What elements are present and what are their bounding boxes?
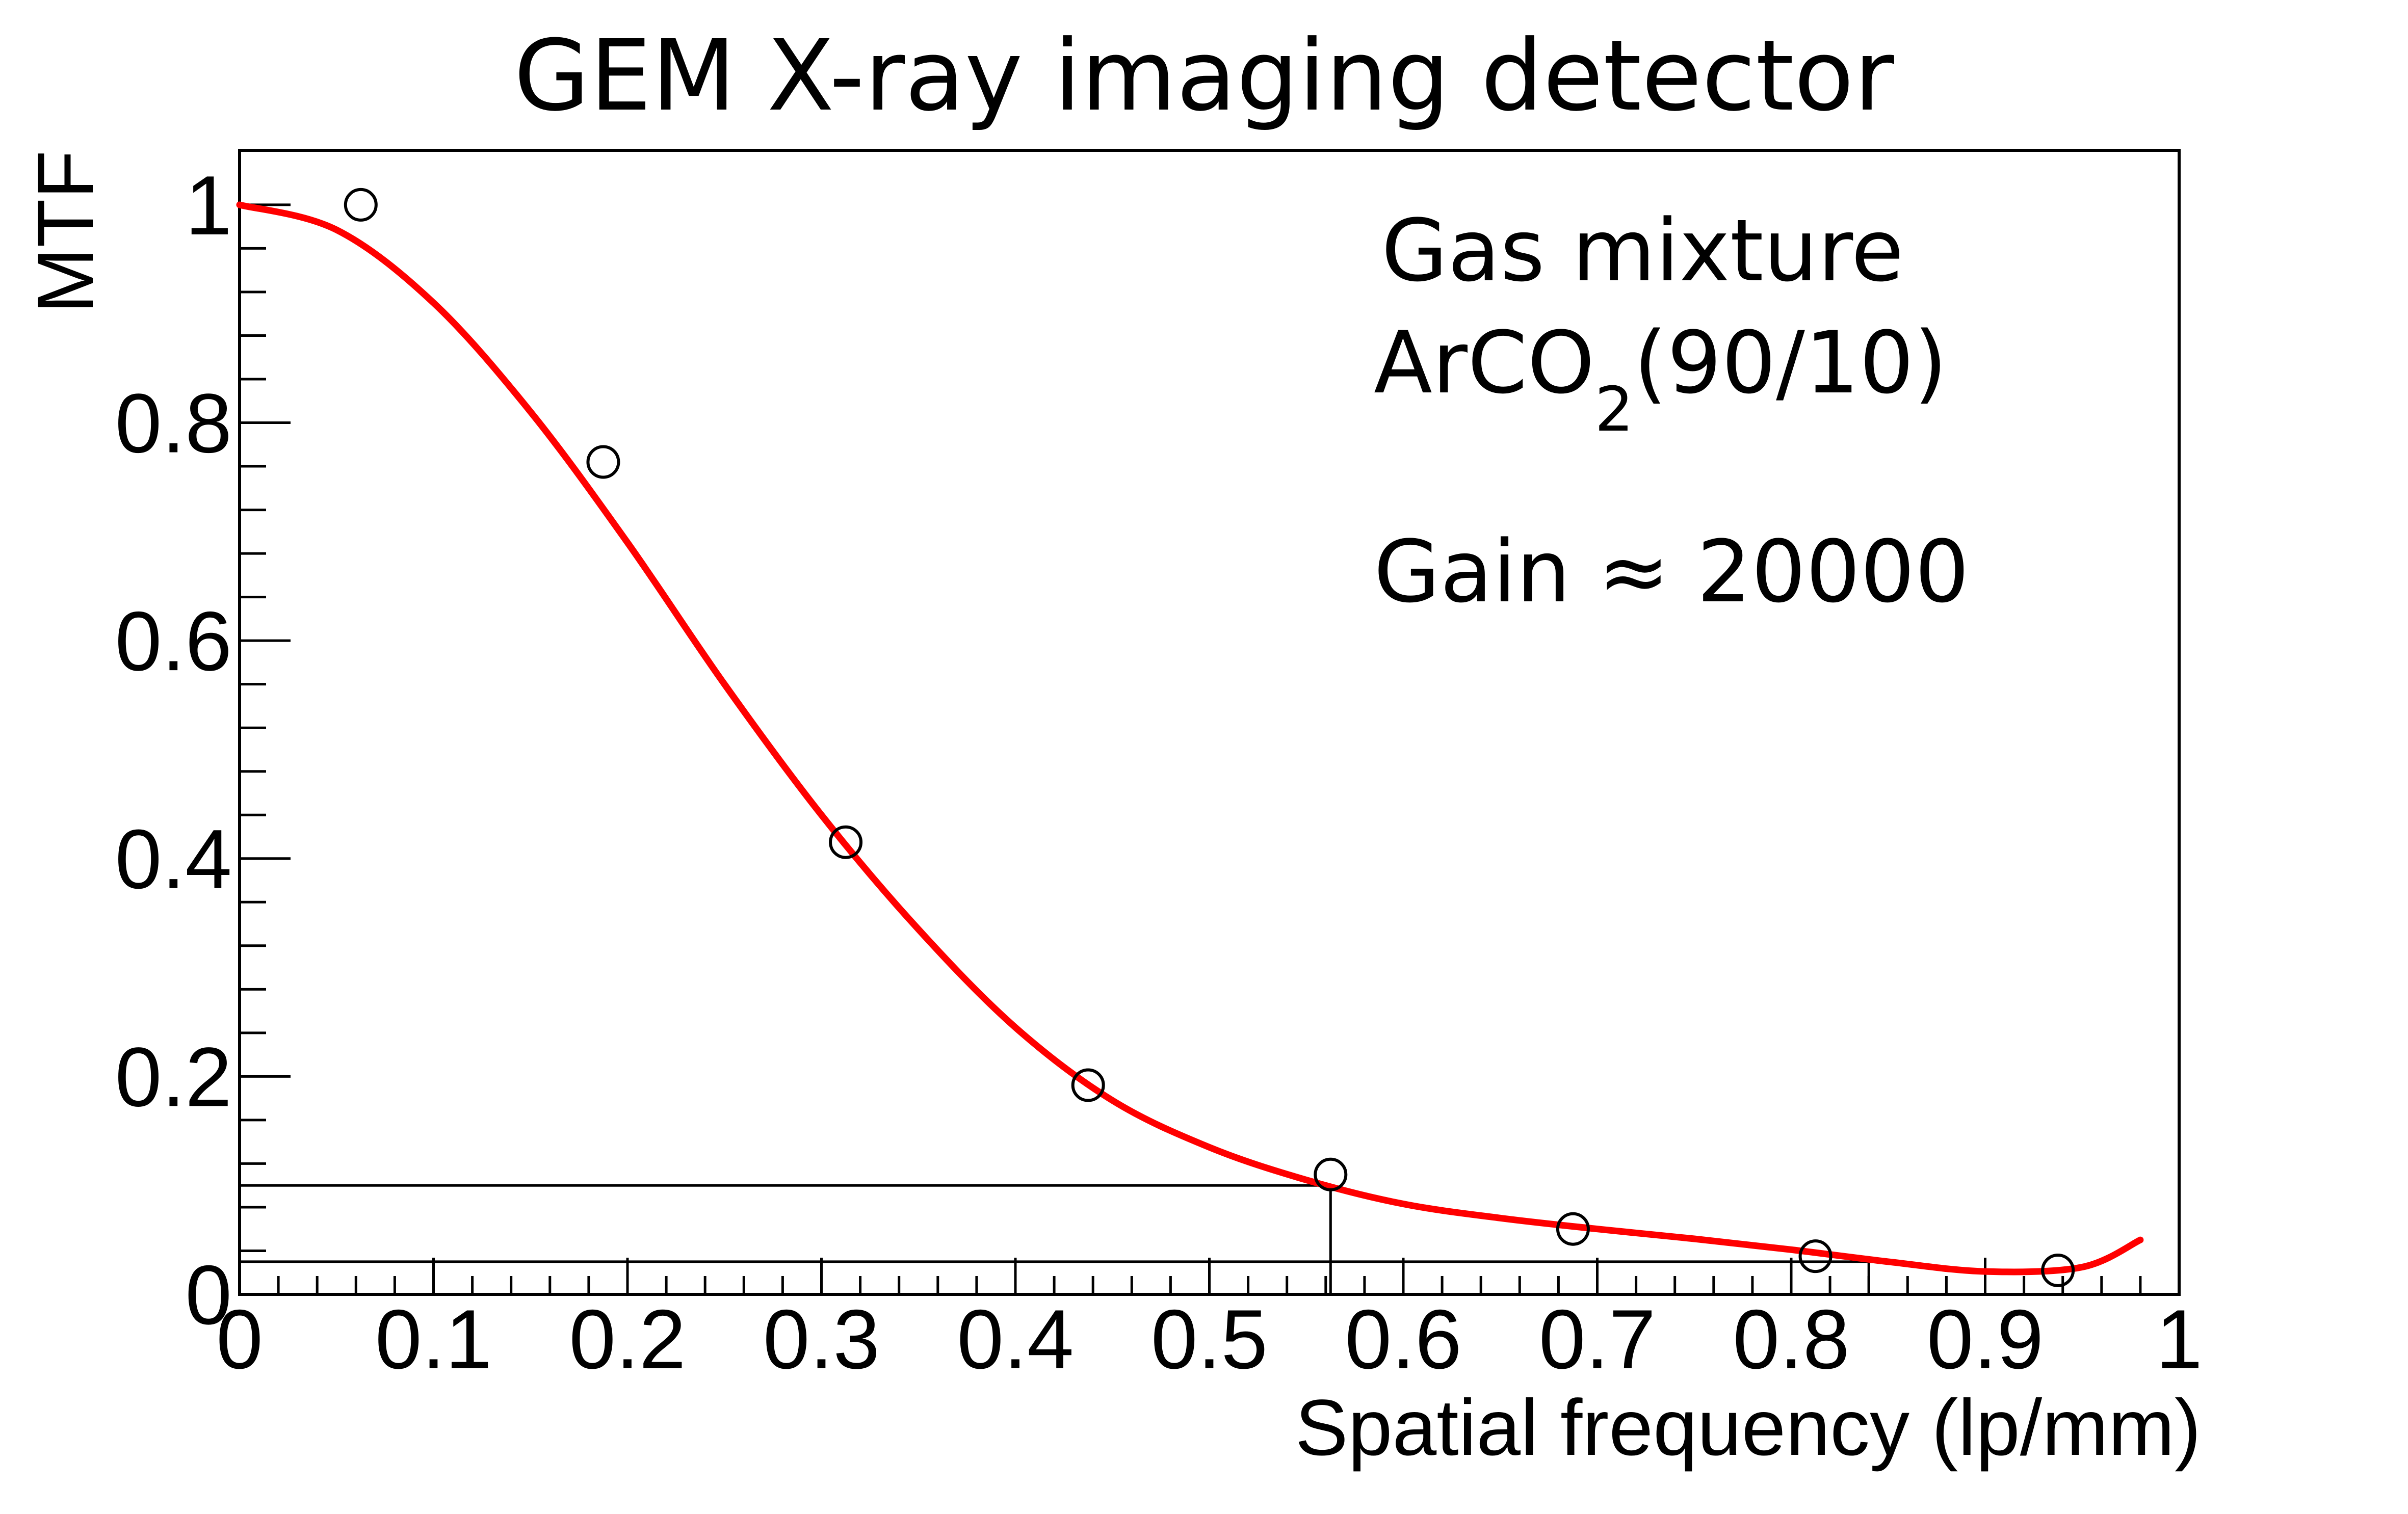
data-point — [1071, 1068, 1105, 1102]
fit-curve — [236, 201, 2144, 1276]
y-axis-label: MTF — [21, 150, 110, 314]
x-tick-label: 0.6 — [1345, 1292, 1461, 1386]
annotation-ratio: (90/10) — [1634, 313, 1947, 413]
data-point — [1314, 1157, 1348, 1191]
y-tick-label: 0.8 — [115, 377, 232, 470]
annotation-gain: Gain ≈ 20000 — [1374, 522, 1969, 622]
x-tick-label: 0.9 — [1927, 1292, 2044, 1386]
data-point — [1556, 1212, 1590, 1246]
data-point — [1798, 1239, 1833, 1273]
x-tick-label: 0.4 — [957, 1292, 1074, 1386]
x-tick-label: 0.1 — [375, 1292, 492, 1386]
y-tick-label: 0.6 — [115, 594, 232, 688]
data-point — [829, 825, 863, 859]
y-tick-label: 0 — [185, 1248, 232, 1342]
x-tick-label: 0.3 — [763, 1292, 880, 1386]
chart-title: GEM X-ray imaging detector — [514, 19, 1894, 133]
y-tick-label: 0.4 — [115, 812, 232, 906]
annotation-gas-mixture: Gas mixture — [1381, 201, 1904, 301]
x-tick-label: 1 — [2156, 1292, 2203, 1386]
data-point — [586, 445, 620, 479]
y-tick-label: 1 — [185, 158, 232, 252]
x-tick-label: 0.8 — [1733, 1292, 1849, 1386]
data-point — [2041, 1253, 2075, 1287]
annotation-gas-composition: ArCO2(90/10) — [1374, 313, 1947, 445]
x-tick-label: 0.5 — [1151, 1292, 1268, 1386]
annotation-subscript: 2 — [1595, 375, 1634, 445]
x-tick-label: 0 — [216, 1292, 263, 1386]
x-axis-label: Spatial frequency (lp/mm) — [1295, 1384, 2201, 1472]
x-tick-label: 0.7 — [1539, 1292, 1656, 1386]
annotation-arco: ArCO — [1374, 313, 1595, 413]
data-point — [344, 188, 378, 222]
y-tick-label: 0.2 — [115, 1030, 232, 1124]
x-tick-label: 0.2 — [569, 1292, 686, 1386]
plot-area: 0 0.1 0.2 0.3 0.4 0.5 0.6 0.7 0.8 0.9 1 0 0.2 0.4 0.6 0… — [115, 149, 2203, 1386]
